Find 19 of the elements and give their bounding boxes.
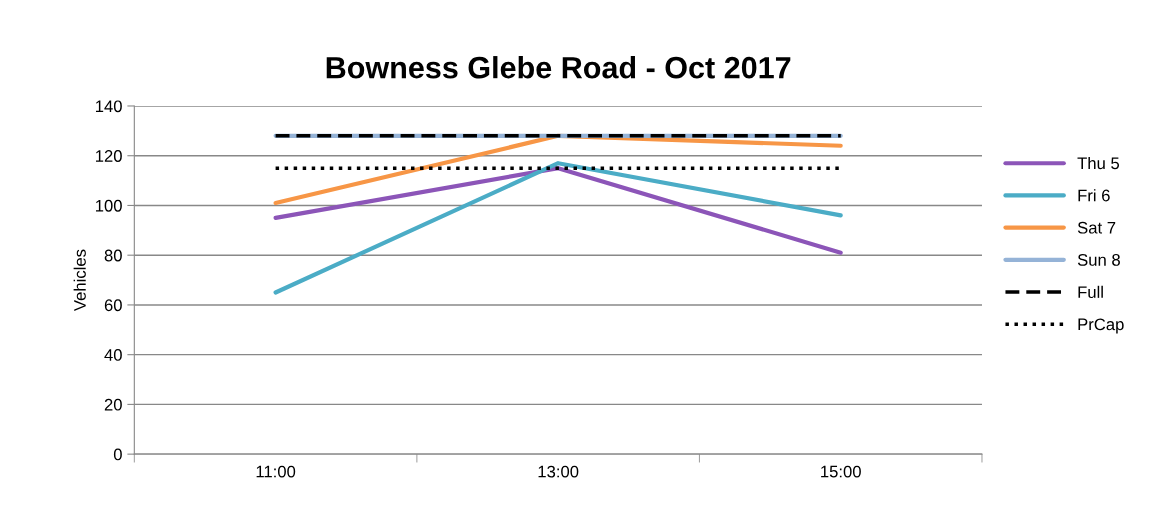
legend-label: Thu 5: [1077, 156, 1120, 170]
legend-label: Sat 7: [1077, 221, 1116, 234]
legend-label: Sun 8: [1077, 254, 1120, 266]
y-axis-title: Vehicles: [73, 249, 86, 312]
chart-title: Bowness Glebe Road - Oct 2017: [326, 56, 791, 79]
y-tick-label: 100: [95, 199, 122, 212]
y-tick-label: 40: [104, 349, 122, 361]
y-tick-label: 120: [95, 150, 122, 162]
legend-label: Full: [1078, 285, 1103, 299]
legend-label: Fri 6: [1078, 189, 1110, 202]
y-tick-label: 80: [104, 249, 122, 262]
x-tick-label: 13:00: [538, 465, 579, 478]
y-tick-label: 60: [104, 299, 122, 312]
y-tick-label: 20: [104, 398, 122, 411]
x-tick-label: 11:00: [256, 465, 296, 478]
legend-label: PrCap: [1078, 318, 1124, 334]
y-tick-label: 0: [113, 448, 122, 461]
y-tick-label: 140: [95, 100, 122, 113]
x-tick-label: 15:00: [821, 465, 861, 478]
